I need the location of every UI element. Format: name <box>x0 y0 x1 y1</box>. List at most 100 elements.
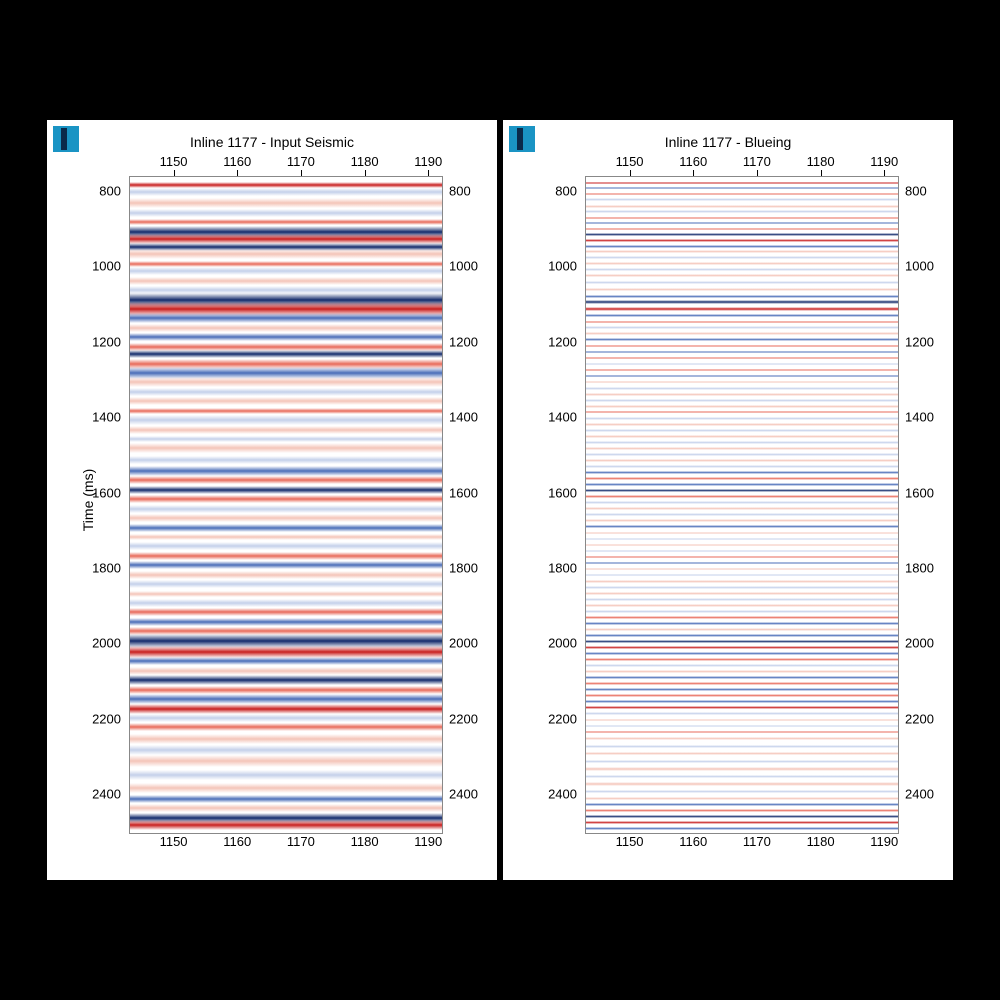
x-tick: 1180 <box>351 834 379 849</box>
y-axis-left: 80010001200140016001800200022002400 <box>85 176 129 832</box>
seismic-trace <box>586 519 898 522</box>
seismic-trace <box>586 586 898 589</box>
seismic-trace <box>130 561 442 569</box>
y-axis-right: 80010001200140016001800200022002400 <box>441 176 483 832</box>
seismic-trace <box>586 706 898 709</box>
y-tick: 1400 <box>897 410 939 425</box>
x-tick: 1190 <box>414 834 442 849</box>
seismic-trace <box>586 507 898 510</box>
left-panel: Inline 1177 - Input SeismicTime (ms)1150… <box>47 120 497 880</box>
y-tick: 800 <box>541 184 585 199</box>
seismic-trace <box>586 198 898 201</box>
seismic-trace <box>586 688 898 691</box>
seismic-trace <box>586 387 898 390</box>
y-tick: 1600 <box>441 485 483 500</box>
y-tick: 1800 <box>441 561 483 576</box>
seismic-trace <box>130 486 442 494</box>
panel-badge <box>53 126 79 152</box>
seismic-trace <box>586 815 898 818</box>
seismic-trace <box>586 465 898 468</box>
y-tick: 1000 <box>897 259 939 274</box>
seismic-trace <box>130 704 442 714</box>
seismic-trace <box>586 411 898 413</box>
x-tick: 1160 <box>223 834 251 849</box>
seismic-trace <box>586 562 898 565</box>
seismic-trace <box>586 658 898 661</box>
seismic-trace <box>586 381 898 384</box>
x-tick: 1170 <box>287 154 315 169</box>
seismic-trace <box>586 363 898 366</box>
seismic-trace <box>130 219 442 225</box>
x-tick: 1150 <box>616 834 644 849</box>
seismic-trace <box>130 542 442 550</box>
y-tick: 1200 <box>441 334 483 349</box>
seismic-trace <box>586 489 898 492</box>
seismic-trace <box>586 435 898 438</box>
y-tick: 2200 <box>897 711 939 726</box>
seismic-trace <box>130 277 442 285</box>
seismic-trace <box>130 770 442 780</box>
seismic-trace <box>586 217 898 219</box>
seismic-trace <box>130 734 442 744</box>
y-tick: 2000 <box>441 636 483 651</box>
seismic-trace <box>586 532 898 535</box>
seismic-trace <box>130 456 442 464</box>
seismic-trace <box>130 618 442 626</box>
y-tick: 1800 <box>541 561 585 576</box>
seismic-trace <box>586 205 898 208</box>
seismic-trace <box>130 313 442 323</box>
plot-area <box>585 176 897 832</box>
seismic-trace <box>586 652 898 655</box>
y-tick: 1400 <box>85 410 129 425</box>
seismic-trace <box>586 775 898 778</box>
seismic-trace <box>130 524 442 532</box>
seismic-trace <box>130 466 442 476</box>
x-tick: 1160 <box>679 834 707 849</box>
seismic-trace <box>130 388 442 396</box>
seismic-trace <box>586 375 898 378</box>
y-tick: 2200 <box>85 711 129 726</box>
seismic-trace <box>130 714 442 722</box>
x-axis-top: 11501160117011801190 <box>585 154 897 176</box>
seismic-trace <box>586 556 898 559</box>
y-tick: 2400 <box>541 787 585 802</box>
seismic-trace <box>586 782 898 785</box>
seismic-trace <box>586 592 898 595</box>
y-tick: 2400 <box>85 787 129 802</box>
x-tick: 1180 <box>807 834 835 849</box>
y-tick: 2200 <box>441 711 483 726</box>
seismic-trace <box>586 405 898 408</box>
x-tick: 1150 <box>616 154 644 169</box>
seismic-trace <box>130 188 442 196</box>
seismic-trace <box>586 222 898 225</box>
seismic-trace <box>586 501 898 504</box>
seismic-trace <box>586 574 898 577</box>
seismic-trace <box>130 426 442 434</box>
seismic-trace <box>130 591 442 597</box>
seismic-trace <box>586 513 898 516</box>
seismic-trace <box>586 307 898 311</box>
seismic-trace <box>586 737 898 740</box>
seismic-trace <box>586 767 898 770</box>
x-tick: 1150 <box>160 834 188 849</box>
seismic-panels: Inline 1177 - Input SeismicTime (ms)1150… <box>47 120 953 880</box>
y-axis-right: 80010001200140016001800200022002400 <box>897 176 939 832</box>
seismic-trace <box>130 267 442 275</box>
seismic-trace <box>586 483 898 486</box>
seismic-trace <box>130 804 442 812</box>
y-tick: 1800 <box>897 561 939 576</box>
right-panel: Inline 1177 - Blueing1150116011701180119… <box>503 120 953 880</box>
seismic-trace <box>586 351 898 354</box>
seismic-trace <box>586 682 898 685</box>
y-tick: 800 <box>441 184 483 199</box>
seismic-trace <box>586 676 898 679</box>
seismic-trace <box>586 228 898 230</box>
seismic-trace <box>586 550 898 553</box>
seismic-trace <box>130 249 442 259</box>
seismic-trace <box>586 345 898 348</box>
seismic-trace <box>586 423 898 426</box>
seismic-trace <box>586 580 898 583</box>
seismic-trace <box>130 198 442 208</box>
seismic-trace <box>130 324 442 332</box>
seismic-trace <box>586 321 898 323</box>
